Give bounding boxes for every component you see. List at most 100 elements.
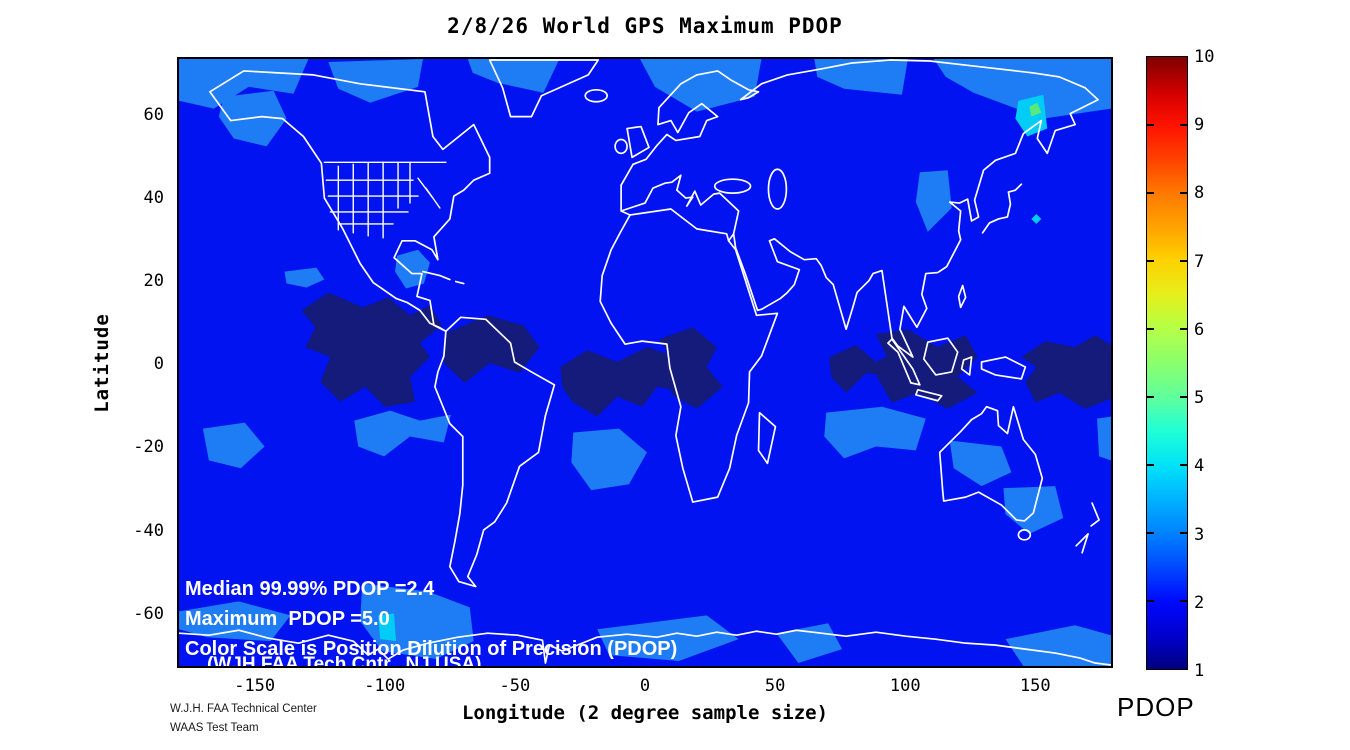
colorbar-tick-3: 3 — [1194, 524, 1205, 545]
pdop-patch-light — [328, 59, 423, 103]
coast-borneo — [922, 337, 959, 376]
credits: W.J.H. FAA Technical Center WAAS Test Te… — [170, 700, 317, 738]
us-state-borders — [323, 161, 447, 239]
coast-japan — [981, 183, 1023, 234]
colorbar-tick-1: 1 — [1194, 661, 1205, 681]
colorbar-tick-mark — [1180, 599, 1187, 602]
pdop-patch-light — [949, 440, 1012, 487]
colorbar-tick-9: 9 — [1194, 115, 1205, 136]
pdop-patch-light — [1005, 625, 1111, 666]
x-tick--150: -150 — [234, 676, 276, 696]
coast-uk — [626, 125, 650, 159]
pdop-patch-light — [1097, 416, 1111, 461]
y-tick-20: 20 — [143, 271, 164, 292]
colorbar-tick-mark — [1180, 327, 1187, 330]
coast-new-zealand — [1075, 502, 1100, 554]
credit-line-1: W.J.H. FAA Technical Center — [170, 703, 317, 715]
overlay-median-pdop: Median 99.99% PDOP =2.4 — [185, 578, 435, 600]
coast-south-america — [434, 316, 556, 588]
colorbar-tick-mark — [1147, 532, 1154, 534]
pdop-patch-dark — [829, 345, 899, 393]
coast-java — [914, 388, 943, 402]
colorbar-tick-mark — [1147, 463, 1154, 466]
x-tick--100: -100 — [364, 676, 406, 696]
y-tick--60: -60 — [133, 603, 164, 624]
colorbar-tick-mark — [1147, 327, 1154, 330]
coast-cuba — [422, 270, 465, 285]
pdop-patch-light — [179, 601, 291, 642]
coast-caspian-sea — [767, 168, 788, 210]
coast-greenland — [488, 59, 600, 118]
colorbar-tick-mark — [1147, 259, 1154, 262]
pdop-patch-light — [915, 170, 952, 232]
pdop-patch-light — [284, 267, 325, 288]
colorbar-tick-6: 6 — [1194, 319, 1205, 340]
x-axis-label: Longitude (2 degree sample size) — [461, 702, 829, 724]
y-tick-60: 60 — [143, 105, 164, 126]
coast-tasmania — [1017, 529, 1032, 541]
colorbar-tick-mark — [1180, 463, 1187, 466]
coast-philippines — [957, 284, 967, 309]
y-axis-label: Latitude — [91, 312, 114, 413]
pdop-patch-light — [354, 410, 451, 457]
overlay-maximum-pdop: Maximum PDOP =5.0 — [185, 608, 390, 630]
colorbar — [1146, 56, 1188, 670]
pdop-patch-light — [824, 406, 926, 459]
x-tick--50: -50 — [499, 676, 531, 696]
colorbar-tick-labels: 10 9 8 7 6 5 4 3 2 1 — [1192, 47, 1236, 681]
colorbar-tick-mark — [1147, 123, 1154, 126]
coast-black-sea — [713, 178, 752, 194]
colorbar-tick-5: 5 — [1194, 388, 1205, 409]
pdop-patch-light — [179, 59, 309, 109]
pdop-patch-light — [640, 59, 762, 112]
colorbar-tick-mark — [1180, 396, 1187, 398]
coastlines — [179, 59, 1111, 666]
pdop-patch-light — [467, 59, 560, 93]
world-map — [179, 59, 1111, 666]
y-tick--40: -40 — [133, 520, 164, 541]
coast-ireland — [614, 138, 628, 155]
coast-south-europe — [620, 174, 740, 242]
pdop-patch-light — [933, 59, 1111, 119]
coast-north-eurasia — [620, 59, 1086, 187]
coast-east-asia — [732, 86, 1099, 358]
overlay-color-scale-note: Color Scale is Position Dilution of Prec… — [185, 638, 678, 660]
x-tick-50: 50 — [764, 676, 786, 696]
x-axis-ticks: -150 -100 -50 0 50 100 150 — [177, 676, 1113, 698]
colorbar-tick-mark — [1147, 599, 1154, 602]
coast-africa — [599, 208, 779, 503]
colorbar-tick-mark — [1180, 191, 1187, 194]
y-tick-40: 40 — [143, 188, 164, 209]
colorbar-tick-10: 10 — [1194, 47, 1215, 67]
pdop-patch-light — [814, 59, 908, 95]
colorbar-gradient — [1147, 57, 1187, 669]
colorbar-tick-mark — [1180, 123, 1187, 126]
colorbar-tick-2: 2 — [1194, 592, 1205, 613]
pdop-contour-patches — [179, 59, 1111, 666]
coast-sumatra — [887, 338, 921, 386]
x-tick-100: 100 — [889, 676, 921, 696]
x-tick-150: 150 — [1019, 676, 1051, 696]
coast-sulawesi — [960, 356, 973, 376]
y-tick--20: -20 — [133, 437, 164, 458]
coast-australia — [938, 405, 1044, 522]
pdop-patch-light — [597, 615, 739, 662]
coast-antarctica — [179, 629, 1111, 666]
map-plot: Median 99.99% PDOP =2.4 Maximum PDOP =5.… — [177, 57, 1113, 668]
colorbar-tick-4: 4 — [1194, 456, 1205, 477]
colorbar-tick-mark — [1180, 532, 1187, 534]
y-tick-0: 0 — [153, 354, 164, 375]
colorbar-tick-mark — [1147, 396, 1154, 398]
pdop-patch-dark — [443, 315, 540, 383]
coast-iceland — [584, 88, 609, 103]
colorbar-tick-mark — [1180, 259, 1187, 262]
colorbar-tick-8: 8 — [1194, 183, 1205, 204]
pdop-patch-cyan — [378, 613, 397, 642]
pdop-patch-dark — [1021, 335, 1111, 409]
colorbar-label: PDOP — [1117, 692, 1195, 722]
pdop-patch-light — [571, 428, 647, 491]
coast-north-america — [209, 70, 491, 333]
coast-madagascar — [757, 411, 777, 465]
coast-new-guinea — [980, 356, 1027, 380]
